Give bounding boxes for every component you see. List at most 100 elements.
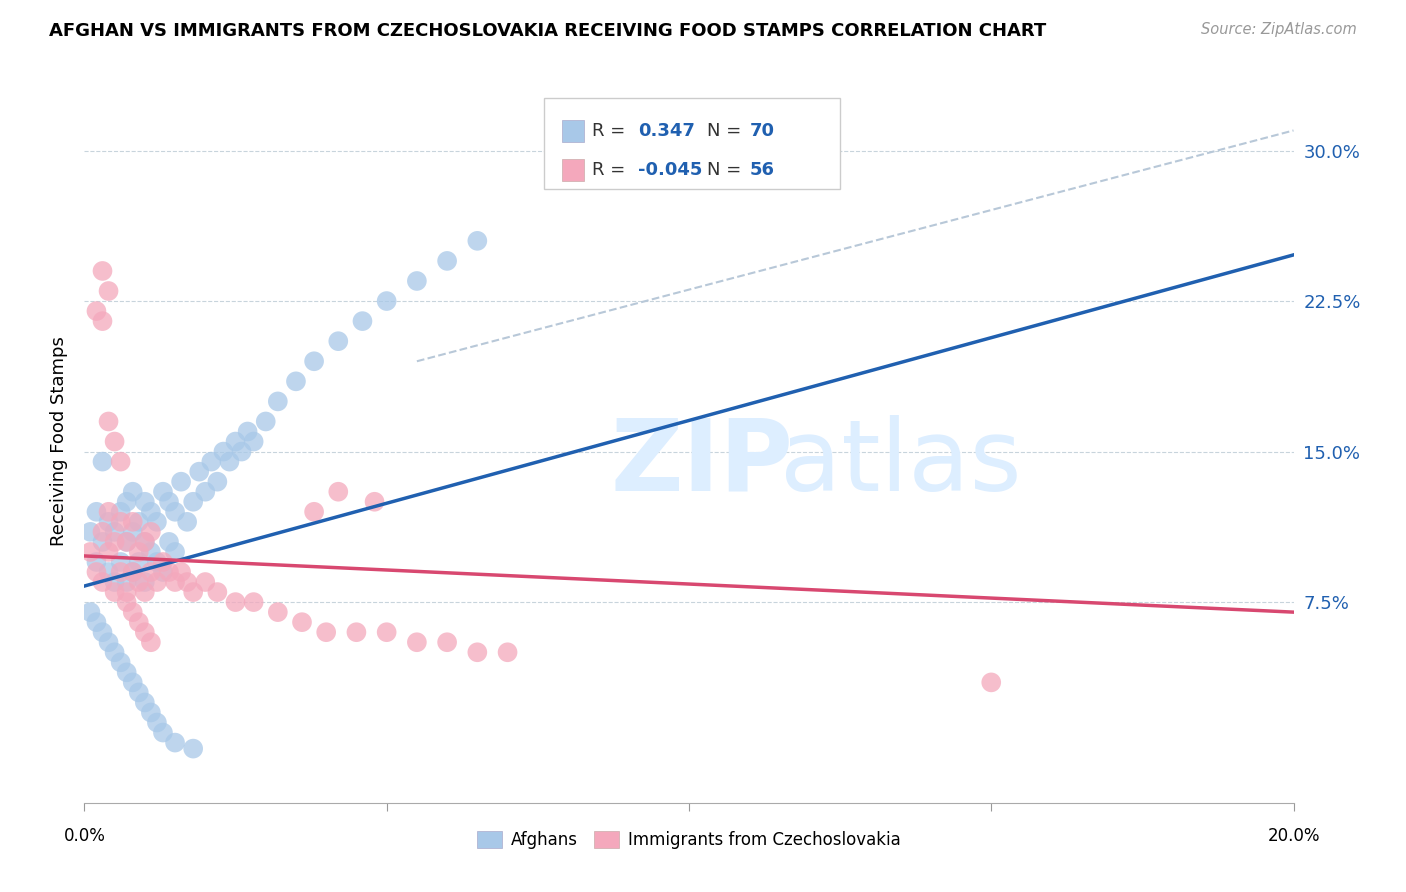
- Point: [157, 494, 180, 508]
- Point: [467, 645, 489, 659]
- Point: [115, 585, 138, 599]
- Point: [218, 455, 240, 469]
- Point: [176, 575, 198, 590]
- Text: atlas: atlas: [780, 415, 1021, 512]
- Point: [104, 585, 127, 599]
- Point: [139, 505, 162, 519]
- Point: [97, 284, 120, 298]
- Point: [121, 515, 143, 529]
- Point: [146, 555, 169, 569]
- Point: [146, 575, 169, 590]
- Point: [436, 254, 458, 268]
- Point: [104, 535, 127, 549]
- Point: [134, 575, 156, 590]
- Point: [104, 645, 127, 659]
- Text: 0.347: 0.347: [638, 122, 695, 140]
- Point: [302, 505, 325, 519]
- Text: 70: 70: [749, 122, 775, 140]
- Point: [176, 515, 198, 529]
- Point: [165, 505, 187, 519]
- Point: [157, 535, 180, 549]
- Point: [436, 635, 458, 649]
- Point: [146, 515, 169, 529]
- Point: [128, 555, 150, 569]
- Point: [236, 425, 259, 439]
- Point: [121, 565, 143, 579]
- Point: [188, 465, 211, 479]
- Point: [110, 515, 132, 529]
- Point: [181, 494, 204, 508]
- Point: [134, 494, 156, 508]
- Point: [115, 494, 138, 508]
- Text: AFGHAN VS IMMIGRANTS FROM CZECHOSLOVAKIA RECEIVING FOOD STAMPS CORRELATION CHART: AFGHAN VS IMMIGRANTS FROM CZECHOSLOVAKIA…: [49, 22, 1046, 40]
- Point: [225, 595, 247, 609]
- Point: [194, 575, 217, 590]
- Point: [170, 565, 193, 579]
- Point: [121, 605, 143, 619]
- Point: [121, 565, 143, 579]
- Bar: [562, 160, 583, 181]
- Point: [104, 524, 127, 539]
- Point: [328, 484, 350, 499]
- Point: [86, 555, 108, 569]
- Point: [91, 524, 114, 539]
- Point: [225, 434, 247, 449]
- Point: [115, 665, 138, 680]
- Point: [139, 565, 162, 579]
- Point: [467, 234, 489, 248]
- Point: [128, 575, 150, 590]
- Point: [134, 696, 156, 710]
- Point: [128, 515, 150, 529]
- Point: [128, 615, 150, 630]
- Point: [91, 455, 114, 469]
- Point: [406, 635, 429, 649]
- Point: [375, 294, 398, 309]
- Point: [267, 605, 290, 619]
- Point: [165, 545, 187, 559]
- Point: [328, 334, 350, 349]
- Point: [181, 741, 204, 756]
- Point: [91, 575, 114, 590]
- Point: [134, 585, 156, 599]
- Point: [91, 314, 114, 328]
- Point: [980, 675, 1002, 690]
- Point: [152, 555, 174, 569]
- Point: [115, 595, 138, 609]
- Point: [134, 535, 156, 549]
- Point: [165, 575, 187, 590]
- Point: [302, 354, 325, 368]
- Point: [363, 494, 385, 508]
- Point: [375, 625, 398, 640]
- Point: [110, 455, 132, 469]
- Text: 20.0%: 20.0%: [1267, 827, 1320, 845]
- Point: [91, 535, 114, 549]
- Point: [79, 545, 101, 559]
- Point: [134, 625, 156, 640]
- Point: [110, 555, 132, 569]
- Point: [115, 535, 138, 549]
- Point: [267, 394, 290, 409]
- Text: ZIP: ZIP: [610, 415, 793, 512]
- Point: [86, 615, 108, 630]
- Point: [207, 585, 229, 599]
- Point: [285, 375, 308, 389]
- Point: [97, 515, 120, 529]
- Point: [496, 645, 519, 659]
- Point: [139, 635, 162, 649]
- Text: 56: 56: [749, 161, 775, 179]
- Point: [181, 585, 204, 599]
- Point: [134, 535, 156, 549]
- Point: [97, 545, 120, 559]
- Bar: [562, 120, 583, 142]
- Point: [207, 475, 229, 489]
- Point: [115, 575, 138, 590]
- Point: [104, 434, 127, 449]
- Point: [212, 444, 235, 458]
- Point: [97, 635, 120, 649]
- Point: [121, 675, 143, 690]
- Point: [139, 545, 162, 559]
- Point: [139, 706, 162, 720]
- Text: N =: N =: [707, 161, 741, 179]
- Point: [152, 725, 174, 739]
- Point: [152, 484, 174, 499]
